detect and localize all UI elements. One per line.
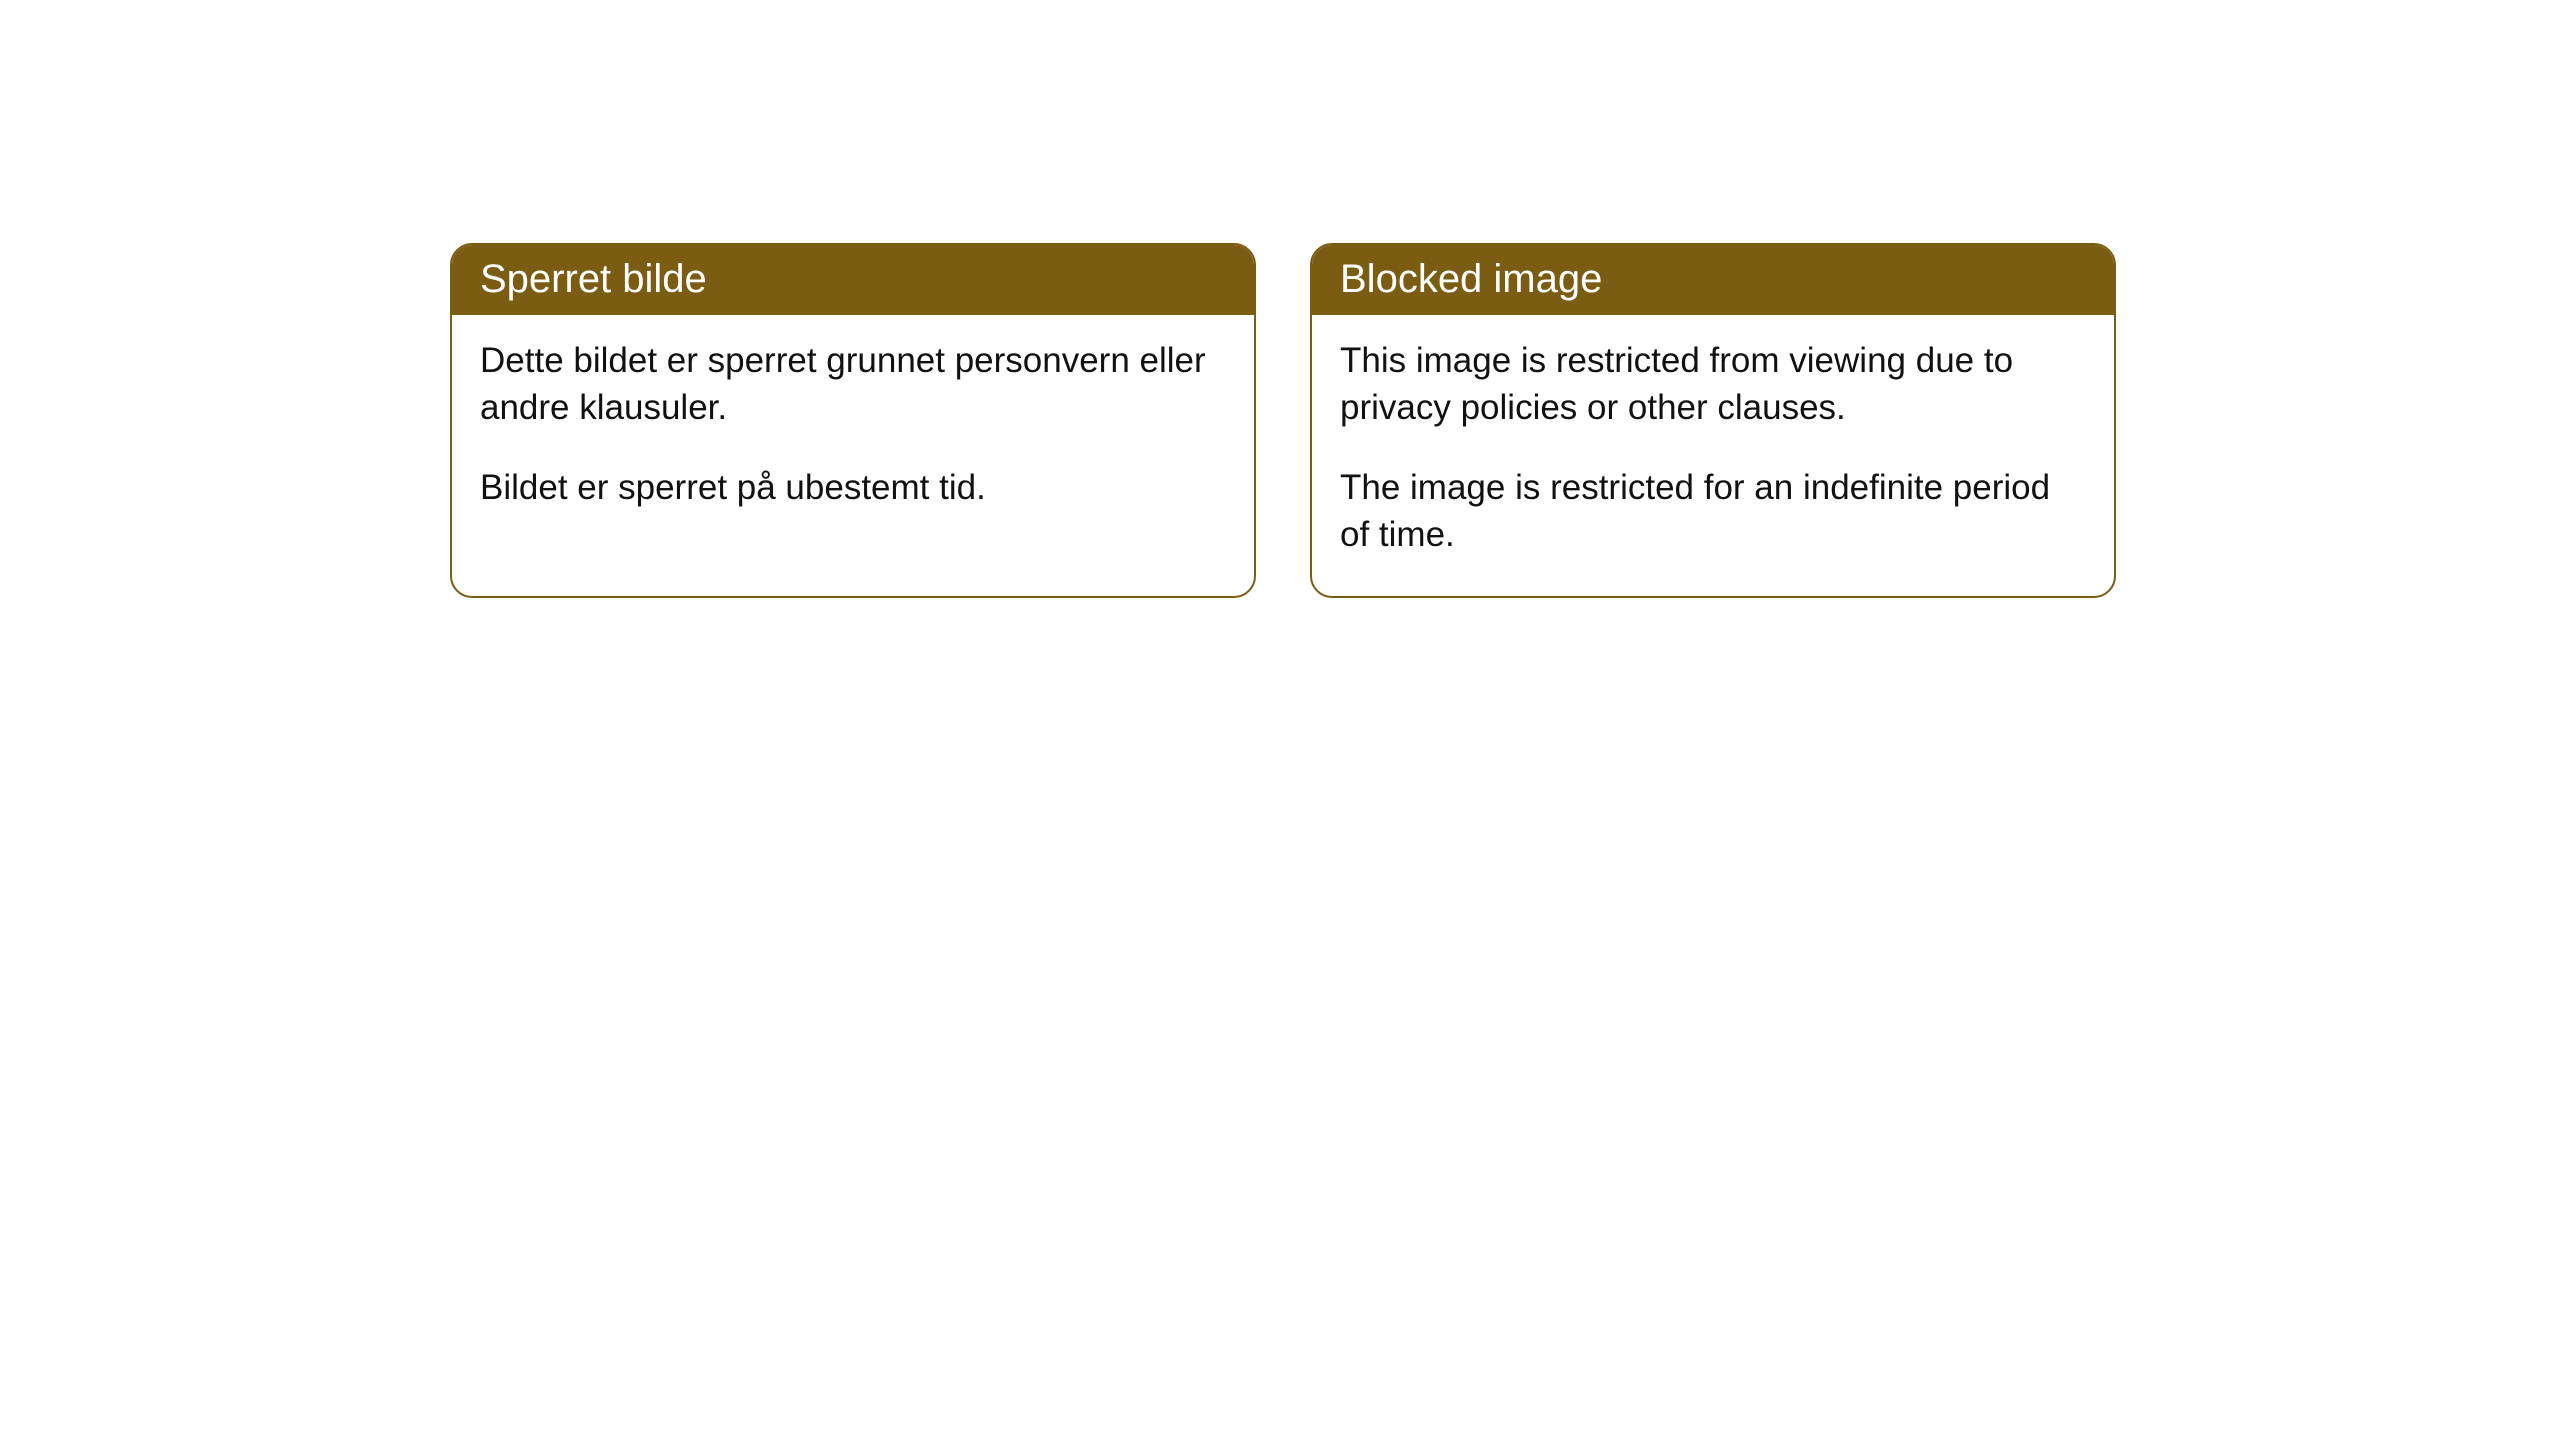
card-paragraph: Bildet er sperret på ubestemt tid. (480, 464, 1226, 511)
notice-card-norwegian: Sperret bilde Dette bildet er sperret gr… (450, 243, 1256, 598)
card-body: This image is restricted from viewing du… (1312, 315, 2114, 596)
notice-card-english: Blocked image This image is restricted f… (1310, 243, 2116, 598)
card-paragraph: Dette bildet er sperret grunnet personve… (480, 337, 1226, 432)
card-body: Dette bildet er sperret grunnet personve… (452, 315, 1254, 549)
card-title: Blocked image (1312, 245, 2114, 315)
card-paragraph: The image is restricted for an indefinit… (1340, 464, 2086, 559)
card-title: Sperret bilde (452, 245, 1254, 315)
notice-cards-container: Sperret bilde Dette bildet er sperret gr… (450, 243, 2116, 598)
card-paragraph: This image is restricted from viewing du… (1340, 337, 2086, 432)
